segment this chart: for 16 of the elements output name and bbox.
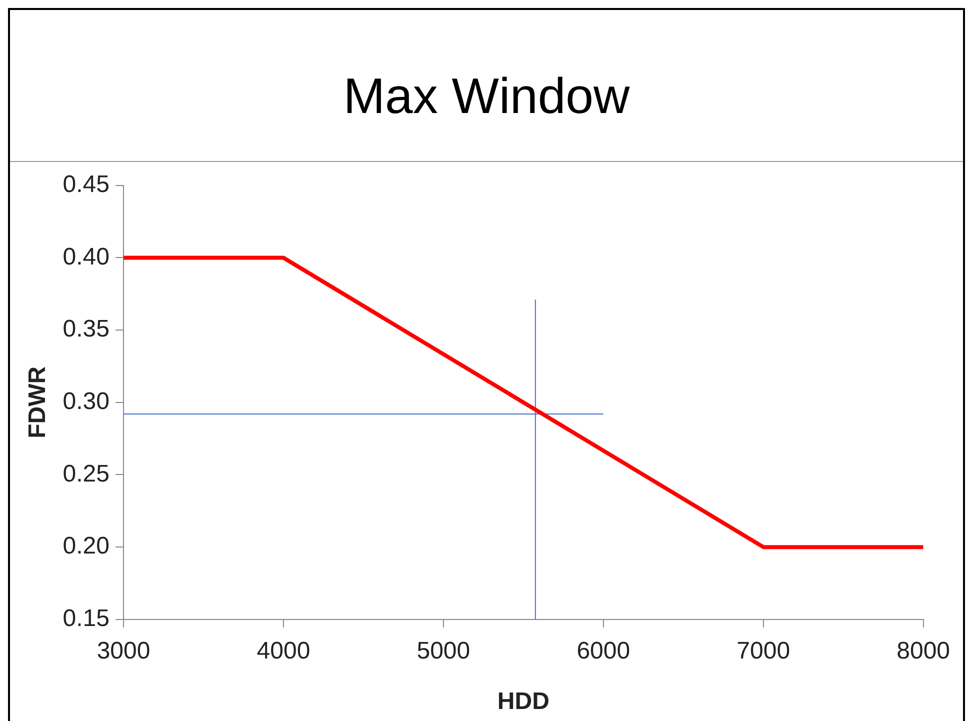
- x-tick-label: 5000: [416, 637, 470, 664]
- x-tick-label: 7000: [736, 637, 790, 664]
- y-tick-label: 0.40: [62, 243, 110, 270]
- chart-title: Max Window: [10, 10, 963, 162]
- y-tick-label: 0.20: [62, 532, 110, 560]
- x-axis-title: HDD: [497, 688, 550, 716]
- y-axis-title: FDWR: [24, 366, 52, 438]
- y-tick-label: 0.15: [62, 605, 110, 632]
- x-tick-label: 4000: [256, 637, 310, 664]
- x-tick-label: 8000: [896, 637, 950, 664]
- x-tick-label: 3000: [96, 637, 150, 664]
- y-tick-label: 0.30: [62, 388, 110, 416]
- x-tick-label: 6000: [576, 637, 630, 664]
- y-tick-label: 0.45: [62, 171, 110, 198]
- y-tick-label: 0.25: [62, 460, 110, 488]
- y-tick-label: 0.35: [62, 316, 110, 343]
